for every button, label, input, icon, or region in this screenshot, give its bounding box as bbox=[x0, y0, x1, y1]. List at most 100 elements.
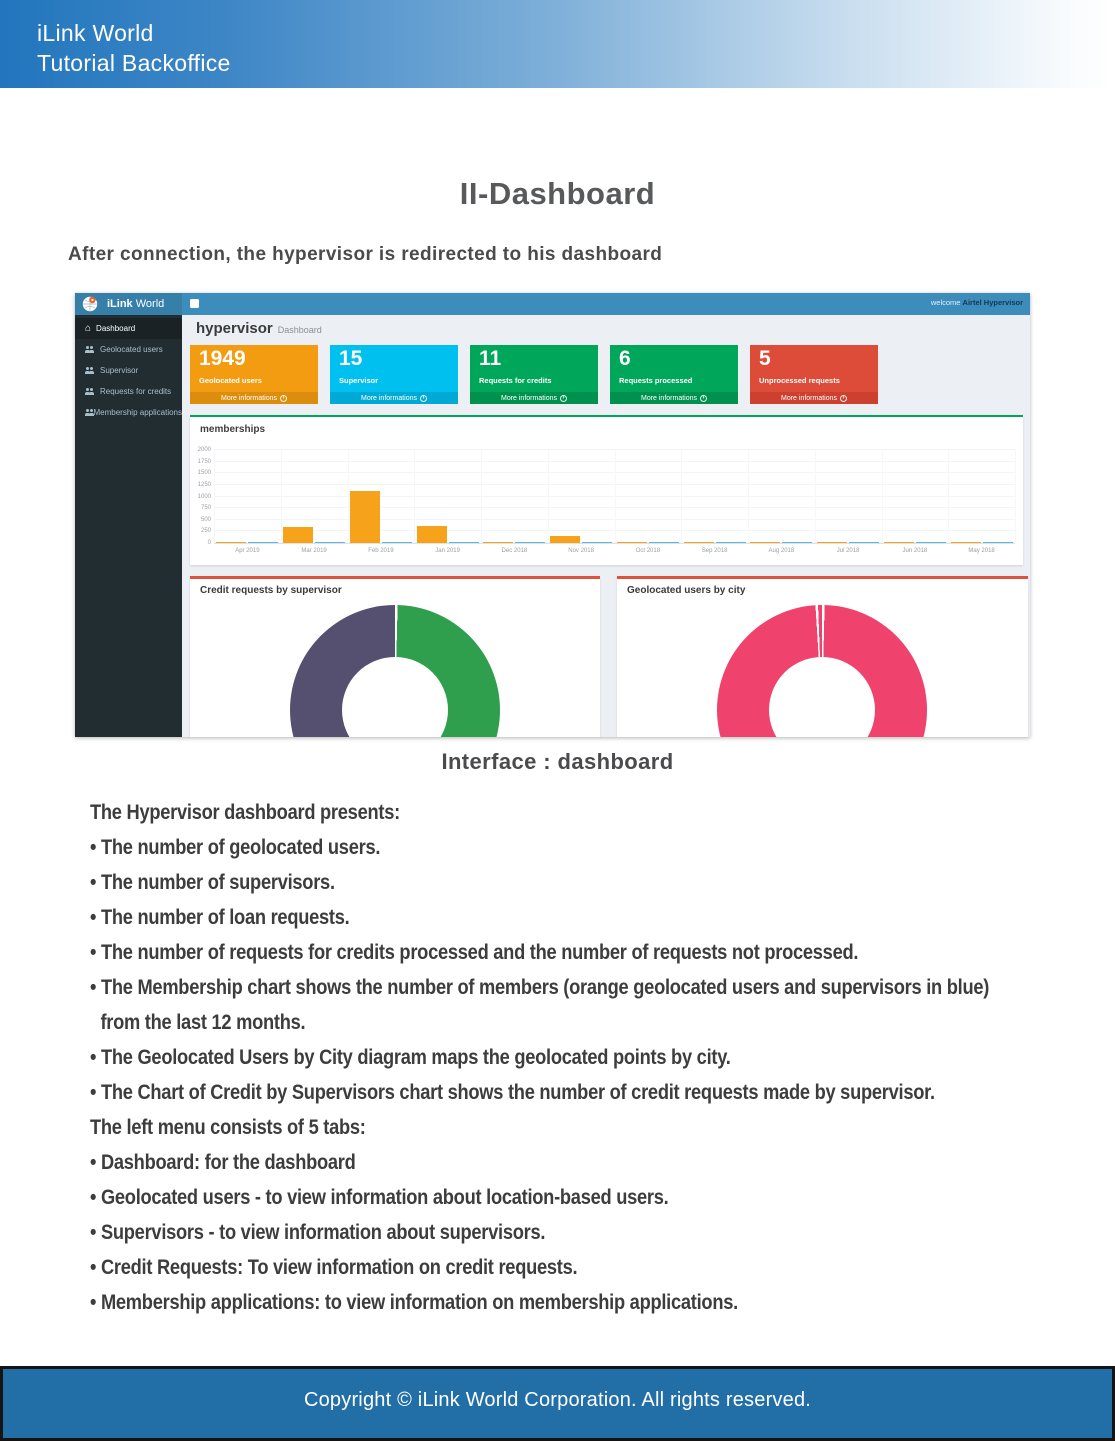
y-axis-label: 250 bbox=[200, 528, 211, 535]
more-informations-label: More informations bbox=[220, 394, 278, 402]
bar-geolocated-users bbox=[616, 541, 647, 543]
sidebar-item-requests-for-credits[interactable]: Requests for credits bbox=[75, 381, 182, 402]
sidebar-item-geolocated-users[interactable]: Geolocated users bbox=[75, 339, 182, 360]
bar-supervisors bbox=[248, 541, 279, 543]
memberships-title: memberships bbox=[200, 424, 266, 435]
body-line: • The number of geolocated users. bbox=[90, 836, 381, 859]
bar-supervisors bbox=[782, 541, 813, 543]
stat-card-requests-processed: 6 Requests processed More informations › bbox=[610, 345, 738, 404]
sidebar-item-label: Geolocated users bbox=[100, 345, 163, 354]
welcome-user: Airtel Hypervisor bbox=[962, 298, 1023, 307]
more-informations-link[interactable]: More informations › bbox=[330, 392, 458, 404]
bar-geolocated-users bbox=[817, 541, 848, 543]
bar-geolocated-users bbox=[416, 526, 447, 543]
x-axis-label: Mar 2019 bbox=[301, 548, 327, 554]
bar-geolocated-users bbox=[216, 541, 247, 543]
gridline bbox=[214, 450, 215, 543]
bar-supervisors bbox=[715, 541, 746, 543]
users-icon bbox=[85, 387, 95, 396]
bar-geolocated-users bbox=[750, 541, 781, 543]
bar-supervisors bbox=[448, 541, 479, 543]
gridline bbox=[748, 450, 749, 543]
gridline bbox=[414, 450, 416, 543]
arrow-circle-icon: › bbox=[280, 394, 288, 402]
stat-card-supervisor: 15 Supervisor More informations › bbox=[330, 345, 458, 404]
geolocated-users-title: Geolocated users by city bbox=[627, 585, 746, 596]
x-axis-label: Aug 2018 bbox=[768, 548, 795, 554]
gridline bbox=[881, 450, 883, 543]
y-axis-label: 0 bbox=[207, 540, 211, 546]
geolocated-users-box: Geolocated users by city bbox=[617, 576, 1028, 737]
stat-card-unprocessed-requests: 5 Unprocessed requests More informations › bbox=[750, 345, 878, 404]
x-axis-label: Oct 2018 bbox=[635, 548, 661, 554]
x-axis-label: May 2018 bbox=[968, 548, 995, 554]
page-title: II-Dashboard bbox=[459, 176, 656, 211]
memberships-plot: Apr 2019 Mar 2019 Feb 2019 Jan 2019 Dec 2018… bbox=[214, 449, 1016, 554]
more-informations-link[interactable]: More informations › bbox=[750, 392, 878, 404]
credit-requests-title: Credit requests by supervisor bbox=[200, 585, 342, 596]
sidebar-item-membership-applications[interactable]: Membership applications bbox=[75, 402, 182, 423]
bar-supervisors bbox=[849, 541, 880, 543]
gridline bbox=[614, 450, 616, 543]
dashboard-screenshot: iLink World welcome Airtel Hypervisor ⌂ D… bbox=[75, 293, 1030, 737]
gridline bbox=[1015, 450, 1016, 543]
body-line: • Dashboard: for the dashboard bbox=[90, 1151, 356, 1174]
bar-geolocated-users bbox=[349, 491, 380, 543]
stat-card-label: Requests processed bbox=[619, 376, 693, 385]
stat-card-requests-for-credits: 11 Requests for credits More informations › bbox=[470, 345, 598, 404]
x-axis-label: Dec 2018 bbox=[501, 548, 528, 554]
gridline bbox=[681, 450, 683, 543]
bar-supervisors bbox=[982, 541, 1013, 543]
credit-requests-box: Credit requests by supervisor bbox=[190, 576, 600, 737]
gridline bbox=[948, 450, 950, 543]
menu-icon[interactable] bbox=[190, 299, 199, 308]
users-icon bbox=[85, 345, 95, 354]
more-informations-label: More informations bbox=[780, 394, 838, 402]
sidebar-menu: ⌂ Dashboard Geolocated users Supervisor Requ… bbox=[75, 315, 182, 423]
sidebar-item-dashboard[interactable]: ⌂ Dashboard bbox=[75, 318, 182, 339]
globe-pin-logo bbox=[82, 296, 98, 312]
bar-supervisors bbox=[381, 541, 412, 543]
x-axis-label: Apr 2019 bbox=[235, 548, 260, 554]
gridline bbox=[547, 450, 549, 543]
credit-requests-donut bbox=[290, 605, 500, 737]
welcome-text[interactable]: welcome Airtel Hypervisor bbox=[931, 298, 1023, 307]
intro-text: After connection, the hypervisor is redi… bbox=[68, 244, 663, 265]
stat-card-value: 15 bbox=[339, 347, 363, 370]
y-axis-label: 1500 bbox=[197, 470, 211, 477]
geolocated-users-donut bbox=[717, 605, 927, 737]
gridline bbox=[814, 450, 816, 543]
users-icon bbox=[85, 408, 90, 417]
body-line: • Membership applications: to view infor… bbox=[90, 1291, 738, 1314]
donut-hole bbox=[342, 657, 448, 737]
more-informations-link[interactable]: More informations › bbox=[610, 392, 738, 404]
sidebar-item-supervisor[interactable]: Supervisor bbox=[75, 360, 182, 381]
bar-geolocated-users bbox=[283, 527, 314, 543]
body-line: • The Chart of Credit by Supervisors cha… bbox=[90, 1081, 935, 1104]
donut-hole bbox=[769, 657, 875, 737]
x-axis-label: Feb 2019 bbox=[368, 548, 394, 554]
arrow-circle-icon: › bbox=[840, 394, 848, 402]
more-informations-label: More informations bbox=[500, 394, 558, 402]
bar-supervisors bbox=[582, 541, 613, 543]
more-informations-link[interactable]: More informations › bbox=[190, 392, 318, 404]
more-informations-link[interactable]: More informations › bbox=[470, 392, 598, 404]
content-heading: hypervisor Dashboard bbox=[196, 320, 322, 338]
x-axis-label: Sep 2018 bbox=[701, 548, 728, 554]
more-informations-label: More informations bbox=[640, 394, 698, 402]
body-line: • Credit Requests: To view information o… bbox=[90, 1256, 578, 1279]
y-axis-label: 2000 bbox=[197, 447, 211, 453]
stat-card-value: 5 bbox=[759, 347, 771, 370]
body-line: The left menu consists of 5 tabs: bbox=[90, 1116, 366, 1139]
sidebar-item-label: Dashboard bbox=[96, 324, 136, 333]
welcome-prefix: welcome bbox=[930, 298, 963, 307]
bar-geolocated-users bbox=[483, 541, 514, 543]
arrow-circle-icon: › bbox=[420, 394, 428, 402]
stat-card-label: Geolocated users bbox=[199, 376, 262, 385]
brand[interactable]: iLink World bbox=[75, 293, 182, 315]
top-navbar: iLink World welcome Airtel Hypervisor bbox=[75, 293, 1030, 315]
bar-supervisors bbox=[915, 541, 946, 543]
stat-card-label: Supervisor bbox=[339, 376, 379, 385]
dashboard-content: hypervisor Dashboard 1949 Geolocated users… bbox=[182, 315, 1030, 737]
brand-text-rest: World bbox=[132, 298, 165, 310]
